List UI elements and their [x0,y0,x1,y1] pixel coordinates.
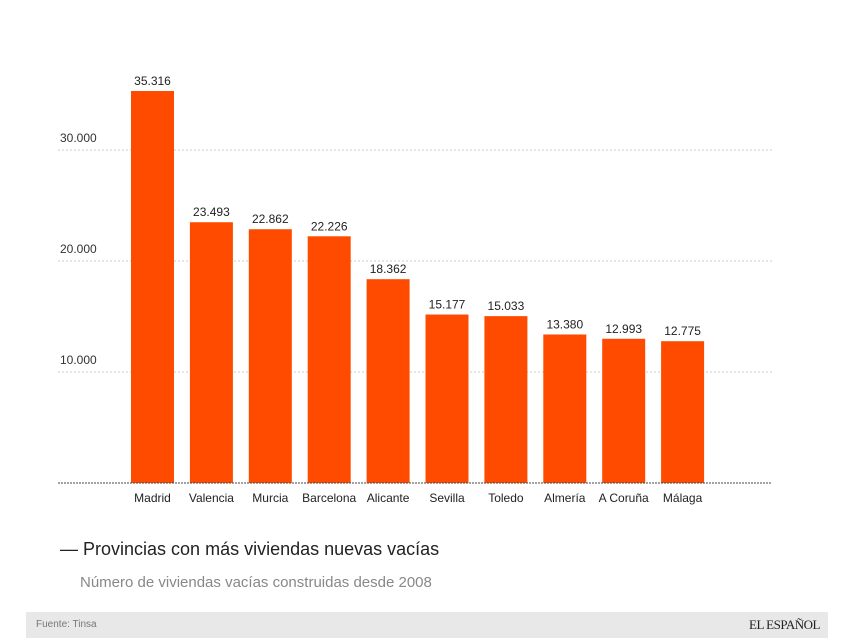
chart-subtitle: Número de viviendas vacías construidas d… [80,574,432,591]
x-tick-label: Sevilla [429,491,465,505]
bar [661,341,705,483]
y-tick-label: 30.000 [60,131,97,145]
data-label: 12.993 [605,322,642,336]
y-tick-label: 10.000 [60,353,97,367]
data-label: 18.362 [370,262,407,276]
bar [189,222,233,483]
x-tick-label: Almería [544,491,586,505]
bar [307,236,351,483]
data-label: 35.316 [134,74,171,88]
bar [425,314,469,483]
data-label: 15.177 [429,298,466,312]
bar [131,90,174,483]
bar [543,334,587,483]
data-label: 12.775 [664,324,701,338]
data-label: 22.862 [252,212,289,226]
bar [602,338,646,483]
data-label: 15.033 [488,299,525,313]
x-tick-label: Valencia [189,491,234,505]
el-espanol-logo: EL ESPAÑOL [749,617,820,632]
title-dash: — [60,539,78,559]
bar [248,229,292,483]
x-tick-label: Alicante [367,491,410,505]
x-tick-label: Murcia [252,491,288,505]
x-tick-label: Málaga [663,491,703,505]
bar [366,279,410,483]
footer-bar: Fuente: Tinsa EL ESPAÑOL [26,612,828,638]
title-text: Provincias con más viviendas nuevas vací… [83,539,440,559]
source-label: Fuente: Tinsa [36,619,97,630]
y-tick-label: 20.000 [60,242,97,256]
x-tick-label: A Coruña [599,491,649,505]
x-tick-label: Toledo [488,491,524,505]
bar-chart: 10.000 20.000 30.000 35.316 Madrid 23.493 Vale… [58,74,772,505]
x-tick-label: Barcelona [302,491,356,505]
x-tick-label: Madrid [134,491,171,505]
chart-title: — Provincias con más viviendas nuevas va… [60,539,439,560]
data-label: 23.493 [193,205,230,219]
data-label: 22.226 [311,219,348,233]
bar [484,316,528,483]
data-label: 13.380 [546,317,583,331]
